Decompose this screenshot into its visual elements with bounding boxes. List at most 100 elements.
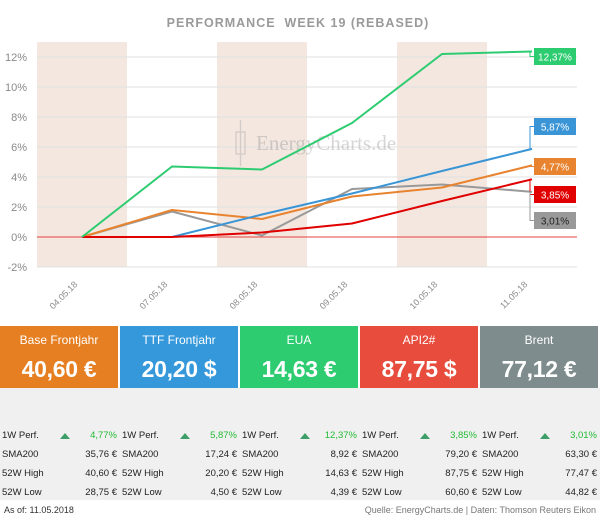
series-line-base-frontjahr <box>81 164 533 238</box>
stat-label: 52W High <box>242 468 284 479</box>
stat-label: 52W Low <box>362 487 402 498</box>
end-label-value: 12,37% <box>538 53 572 64</box>
stat-value: 63,30 € <box>565 449 597 460</box>
stat-row: 1W Perf. 3,85% <box>362 430 477 444</box>
stat-row: 1W Perf. 5,87% <box>122 430 237 444</box>
stat-row: 52W Low 60,60 € <box>362 487 477 501</box>
stat-label: 52W Low <box>242 487 282 498</box>
stat-value: 8,92 € <box>330 449 357 460</box>
price-tile: Base Frontjahr 40,60 € <box>0 326 118 388</box>
stat-label: SMA200 <box>242 449 279 460</box>
shade-band-3 <box>397 42 487 267</box>
x-tick-label: 10.05.18 <box>408 279 440 311</box>
tile-price: 87,75 $ <box>381 356 457 382</box>
stat-label: 52W Low <box>2 487 42 498</box>
stat-row: SMA200 79,20 € <box>362 449 477 463</box>
end-label-leader <box>529 164 534 167</box>
end-label-box <box>534 186 576 203</box>
stats-column: 1W Perf. 3,85% SMA200 79,20 € 52W High 87,75 … <box>360 388 479 500</box>
series-line-api2- <box>82 178 533 238</box>
up-arrow-icon <box>180 433 190 439</box>
performance-chart: PERFORMANCE WEEK 19 (REBASED) EnergyChar… <box>5 16 577 311</box>
end-label-box <box>534 158 576 175</box>
stat-value: 20,20 € <box>205 468 237 479</box>
end-label-leader <box>529 191 534 221</box>
end-label-box <box>534 48 576 65</box>
up-arrow-icon <box>540 433 550 439</box>
stat-row: 52W Low 4,50 € <box>122 487 237 501</box>
end-label-value: 4,77% <box>541 163 569 174</box>
end-label-value: 5,87% <box>541 123 569 134</box>
stats-column: 1W Perf. 4,77% SMA200 35,76 € 52W High 40,60 … <box>0 388 119 500</box>
stat-value: 87,75 € <box>445 468 477 479</box>
price-tile: EUA 14,63 € <box>240 326 358 388</box>
stat-row: SMA200 35,76 € <box>2 449 117 463</box>
stat-label: SMA200 <box>362 449 399 460</box>
price-tile: Brent 77,12 € <box>480 326 598 388</box>
stat-value: 14,63 € <box>325 468 357 479</box>
x-tick-label: 11.05.18 <box>498 279 529 310</box>
x-tick-label: 09.05.18 <box>318 279 350 311</box>
stat-row: 52W High 40,60 € <box>2 468 117 482</box>
stat-label: 52W High <box>362 468 404 479</box>
watermark-logo: EnergyCharts.de <box>235 120 396 166</box>
stat-value: 12,37% <box>324 430 357 441</box>
stat-row: 52W High 14,63 € <box>242 468 357 482</box>
y-tick-label: 6% <box>11 142 27 154</box>
stat-label: 52W High <box>482 468 524 479</box>
up-arrow-icon <box>300 433 310 439</box>
end-label-leader <box>529 51 534 57</box>
stat-label: 52W High <box>122 468 164 479</box>
tile-name: Brent <box>524 333 554 347</box>
stats-column: 1W Perf. 3,01% SMA200 63,30 € 52W High 77,47 … <box>480 388 599 500</box>
stat-row: SMA200 17,24 € <box>122 449 237 463</box>
end-label-box <box>534 118 576 135</box>
stats-column: 1W Perf. 12,37% SMA200 8,92 € 52W High 14,63 … <box>240 388 359 500</box>
stat-value: 44,82 € <box>565 487 597 498</box>
end-label-leader <box>529 126 534 150</box>
stat-value: 40,60 € <box>85 468 117 479</box>
y-tick-label: 0% <box>11 232 27 244</box>
stat-row: SMA200 8,92 € <box>242 449 357 463</box>
stat-row: 52W Low 4,39 € <box>242 487 357 501</box>
stat-row: 52W High 87,75 € <box>362 468 477 482</box>
source-credit: Quelle: EnergyCharts.de | Daten: Thomson… <box>364 505 596 515</box>
stat-row: 1W Perf. 12,37% <box>242 430 357 444</box>
as-of-date: As of: 11.05.2018 <box>4 505 74 515</box>
stat-label: 52W High <box>2 468 44 479</box>
tile-price: 77,12 € <box>501 356 577 382</box>
stat-label: 1W Perf. <box>2 430 39 441</box>
y-tick-label: 8% <box>11 112 27 124</box>
end-label-value: 3,01% <box>541 217 569 228</box>
chart-title: PERFORMANCE WEEK 19 (REBASED) <box>167 16 430 30</box>
stat-value: 5,87% <box>210 430 237 441</box>
up-arrow-icon <box>420 433 430 439</box>
stat-row: 52W High 20,20 € <box>122 468 237 482</box>
price-tiles: Base Frontjahr 40,60 € TTF Frontjahr 20,20 … <box>0 326 600 388</box>
end-label-value: 3,85% <box>541 191 569 202</box>
stat-label: 1W Perf. <box>242 430 279 441</box>
y-tick-label: -2% <box>7 262 27 274</box>
stat-row: 52W Low 28,75 € <box>2 487 117 501</box>
tile-price: 14,63 € <box>261 356 337 382</box>
stat-label: 1W Perf. <box>362 430 399 441</box>
stat-label: 52W Low <box>122 487 162 498</box>
y-tick-label: 12% <box>5 52 27 64</box>
y-tick-label: 2% <box>11 202 27 214</box>
stat-value: 4,50 € <box>210 487 237 498</box>
tile-price: 40,60 € <box>21 356 97 382</box>
series-line-eua <box>81 50 533 238</box>
up-arrow-icon <box>60 433 70 439</box>
stat-row: 1W Perf. 3,01% <box>482 430 597 444</box>
stat-value: 60,60 € <box>445 487 477 498</box>
watermark-text: EnergyCharts.de <box>256 131 396 155</box>
shade-band-1 <box>37 42 127 267</box>
tile-name: EUA <box>286 333 312 347</box>
series-line-brent <box>81 183 533 238</box>
stat-row: 52W High 77,47 € <box>482 468 597 482</box>
stat-value: 4,77% <box>90 430 117 441</box>
stat-row: 1W Perf. 4,77% <box>2 430 117 444</box>
stat-value: 79,20 € <box>445 449 477 460</box>
tile-name: TTF Frontjahr <box>142 333 216 347</box>
tile-name: Base Frontjahr <box>19 333 99 347</box>
